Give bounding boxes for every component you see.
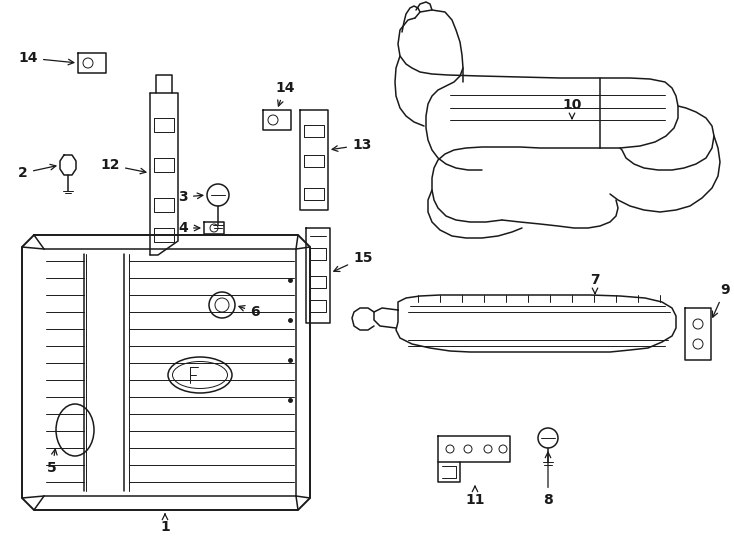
Text: 12: 12 [101,158,146,174]
Text: 1: 1 [160,514,170,534]
Text: 14: 14 [18,51,74,65]
Text: 10: 10 [562,98,581,119]
Text: 13: 13 [332,138,371,152]
Text: 5: 5 [47,449,57,475]
Text: 2: 2 [18,164,56,180]
Text: 14: 14 [275,81,295,106]
Text: 6: 6 [239,305,260,319]
Text: 3: 3 [178,190,203,204]
Text: 4: 4 [178,221,200,235]
Text: 9: 9 [713,283,730,317]
Text: 15: 15 [334,251,372,272]
Text: 11: 11 [465,486,484,507]
Text: 8: 8 [543,452,553,507]
Text: 7: 7 [590,273,600,294]
